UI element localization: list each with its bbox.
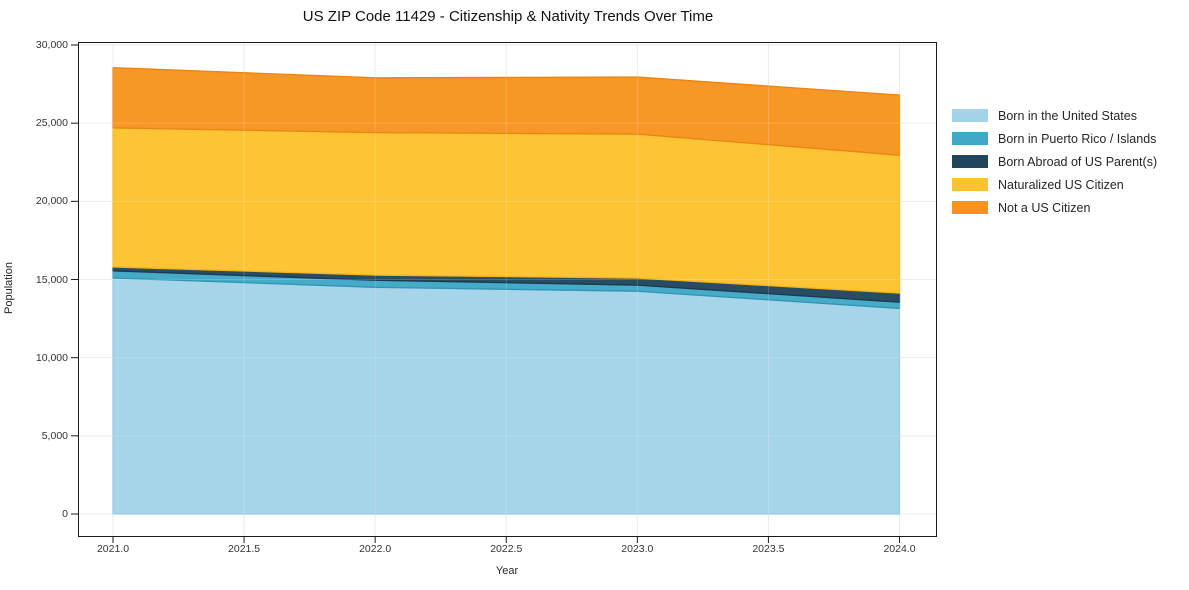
y-tick-label: 25,000 (35, 117, 68, 130)
y-tick-label: 20,000 (35, 195, 68, 208)
legend-item: Not a US Citizen (952, 196, 1157, 219)
legend-label: Born Abroad of US Parent(s) (998, 154, 1158, 169)
x-tick-label: 2023.5 (752, 543, 785, 555)
legend-swatch-icon (952, 178, 988, 191)
x-axis-label: Year (495, 565, 519, 577)
area-series-group (112, 67, 901, 515)
y-tick-label: 15,000 (35, 273, 68, 286)
y-axis-label: Population (3, 262, 15, 314)
x-tick-label: 2022.5 (490, 543, 523, 555)
legend-swatch-icon (952, 201, 988, 214)
legend-label: Born in the United States (998, 108, 1137, 123)
legend-swatch-icon (952, 155, 988, 168)
y-tick-label: 30,000 (35, 39, 68, 51)
legend-item: Born Abroad of US Parent(s) (952, 150, 1157, 173)
stacked-area-plot (71, 42, 937, 543)
axes-frame (78, 42, 937, 537)
area-not-a-us-citizen (112, 67, 901, 156)
y-tick-label: 10,000 (35, 351, 68, 364)
legend-label: Naturalized US Citizen (998, 177, 1124, 192)
y-tick-label: 5,000 (41, 429, 68, 442)
x-tick-label: 2023.0 (621, 543, 654, 555)
legend-item: Naturalized US Citizen (952, 173, 1157, 196)
x-tick-label: 2022.0 (359, 543, 392, 555)
x-tick-label: 2021.5 (228, 543, 261, 555)
legend-label: Not a US Citizen (998, 200, 1091, 215)
legend: Born in the United States Born in Puerto … (952, 104, 1157, 219)
legend-swatch-icon (952, 109, 988, 122)
legend-item: Born in Puerto Rico / Islands (952, 127, 1157, 150)
chart-title: US ZIP Code 11429 - Citizenship & Nativi… (302, 8, 714, 25)
legend-item: Born in the United States (952, 104, 1157, 127)
x-tick-label: 2024.0 (883, 543, 916, 555)
legend-label: Born in Puerto Rico / Islands (998, 131, 1157, 146)
gridlines-overlay (78, 42, 937, 537)
legend-swatch-icon (952, 132, 988, 145)
x-tick-label: 2021.0 (96, 543, 130, 555)
tick-marks (71, 44, 900, 543)
y-tick-label: 0 (62, 508, 68, 520)
